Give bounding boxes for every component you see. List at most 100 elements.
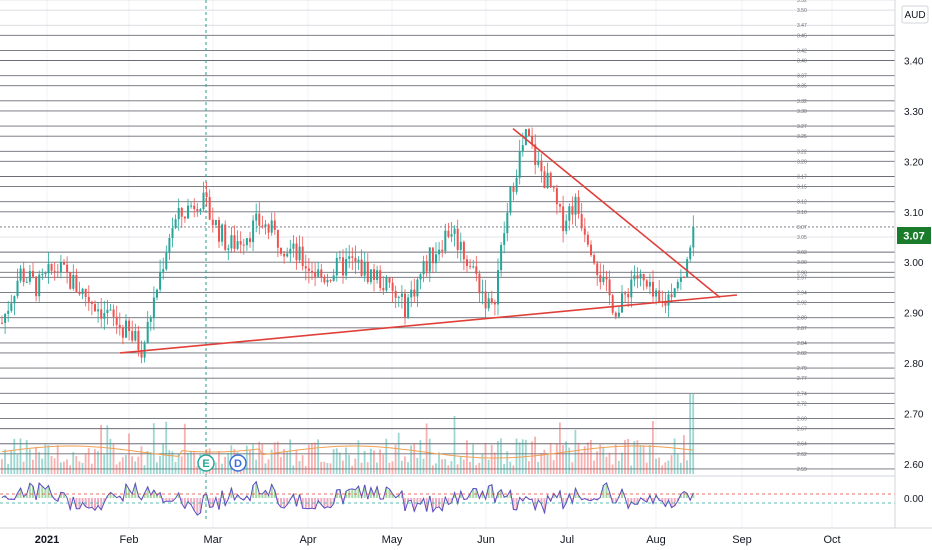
xtick-label: 2021 bbox=[35, 534, 59, 546]
volume-bar bbox=[447, 465, 450, 474]
candle-body bbox=[543, 171, 546, 189]
candle-body bbox=[140, 349, 143, 358]
trendlines[interactable] bbox=[119, 127, 738, 354]
candle-body bbox=[245, 238, 248, 246]
osc-bar bbox=[490, 484, 493, 498]
candle-body bbox=[385, 277, 388, 291]
osc-bar bbox=[177, 492, 180, 498]
candle-body bbox=[466, 259, 468, 266]
candle-body bbox=[320, 269, 323, 278]
event-d-badge[interactable] bbox=[229, 454, 247, 472]
candle-body bbox=[335, 257, 338, 276]
osc-bar bbox=[658, 498, 661, 501]
osc-bar bbox=[676, 498, 679, 501]
candle-body bbox=[348, 256, 351, 259]
osc-bar bbox=[131, 493, 134, 498]
volume-bar bbox=[472, 444, 474, 474]
osc-bar bbox=[338, 489, 341, 498]
candle-body bbox=[214, 220, 217, 226]
candle-body bbox=[419, 274, 422, 280]
candle-body bbox=[258, 213, 261, 226]
candle-body bbox=[608, 279, 611, 296]
candle-body bbox=[276, 229, 279, 248]
candle-body bbox=[425, 261, 428, 272]
osc-bar bbox=[230, 488, 233, 498]
trendline-support[interactable] bbox=[119, 294, 738, 354]
candle-body bbox=[552, 187, 555, 189]
level-label: 3.32 bbox=[797, 99, 807, 105]
candle-body bbox=[456, 228, 459, 250]
candle-body bbox=[224, 224, 227, 250]
event-marker-d[interactable]: D bbox=[229, 454, 247, 472]
level-label: 3.27 bbox=[797, 124, 807, 130]
candle-body bbox=[149, 318, 152, 322]
osc-bar bbox=[543, 498, 546, 513]
volume-bar bbox=[652, 421, 654, 474]
candle-body bbox=[497, 270, 499, 305]
volume-bar bbox=[555, 443, 558, 474]
volume-bar bbox=[267, 459, 270, 474]
volume-bar bbox=[323, 461, 326, 474]
event-marker-e[interactable]: E bbox=[197, 454, 215, 472]
osc-bar bbox=[146, 486, 149, 498]
volume-bar bbox=[636, 440, 639, 474]
candle-body bbox=[363, 262, 366, 276]
candle-body bbox=[481, 291, 484, 294]
volume-bar bbox=[456, 464, 459, 474]
candle-body bbox=[450, 234, 453, 237]
osc-bar bbox=[413, 498, 416, 512]
osc-bar bbox=[97, 498, 100, 506]
osc-bar bbox=[224, 498, 227, 506]
volume-bar bbox=[639, 445, 642, 474]
volume-bar bbox=[66, 459, 68, 474]
time-axis[interactable]: 2021 Feb Mar Apr May Jun Jul Aug Sep Oct bbox=[35, 534, 841, 546]
volume-bar bbox=[413, 443, 416, 474]
volume-bar bbox=[679, 462, 682, 474]
candle-body bbox=[304, 266, 307, 269]
level-label: 3.12 bbox=[797, 200, 807, 206]
candle-body bbox=[444, 230, 447, 252]
osc-bar bbox=[22, 496, 25, 498]
level-label: 2.74 bbox=[797, 391, 807, 397]
candle-body bbox=[78, 291, 81, 295]
level-label: 2.89 bbox=[797, 316, 807, 322]
trendline-resistance[interactable] bbox=[512, 127, 721, 299]
volume-bar bbox=[72, 452, 75, 474]
currency-badge[interactable] bbox=[901, 5, 929, 24]
candle-body bbox=[146, 321, 149, 344]
volume-bar bbox=[391, 461, 394, 474]
osc-bar bbox=[44, 489, 47, 498]
volume-bar bbox=[273, 442, 276, 474]
osc-bar bbox=[81, 498, 84, 503]
osc-bar bbox=[196, 498, 199, 515]
osc-bar bbox=[586, 498, 589, 501]
volume-bar bbox=[599, 444, 602, 474]
candle-body bbox=[509, 186, 512, 213]
level-label: 3.35 bbox=[797, 84, 807, 90]
volume-bar bbox=[19, 438, 22, 474]
candle-body bbox=[53, 270, 56, 272]
price-axis[interactable]: 3.40 3.30 3.20 3.10 3.00 2.90 2.80 2.70 2.60 bbox=[904, 57, 924, 471]
candle-body bbox=[537, 160, 540, 165]
osc-bar bbox=[100, 498, 103, 510]
level-label: 2.92 bbox=[797, 301, 807, 307]
volume-bar bbox=[366, 462, 369, 474]
candle-body bbox=[171, 228, 174, 239]
volume-bar bbox=[627, 438, 629, 474]
osc-bar bbox=[245, 495, 248, 498]
osc-bar bbox=[385, 487, 388, 498]
volume-bar bbox=[335, 448, 338, 474]
event-e-badge[interactable] bbox=[197, 454, 215, 472]
volume-bar bbox=[165, 421, 168, 474]
candle-body bbox=[679, 276, 682, 282]
volume-bar bbox=[7, 463, 9, 474]
osc-bar bbox=[187, 498, 189, 502]
candle-body bbox=[540, 160, 543, 172]
candle-body bbox=[196, 209, 199, 212]
candle-body bbox=[342, 257, 344, 276]
osc-bar bbox=[391, 493, 394, 498]
volume-bar bbox=[543, 449, 546, 474]
candle-body bbox=[221, 224, 224, 242]
candle-body bbox=[506, 212, 509, 234]
